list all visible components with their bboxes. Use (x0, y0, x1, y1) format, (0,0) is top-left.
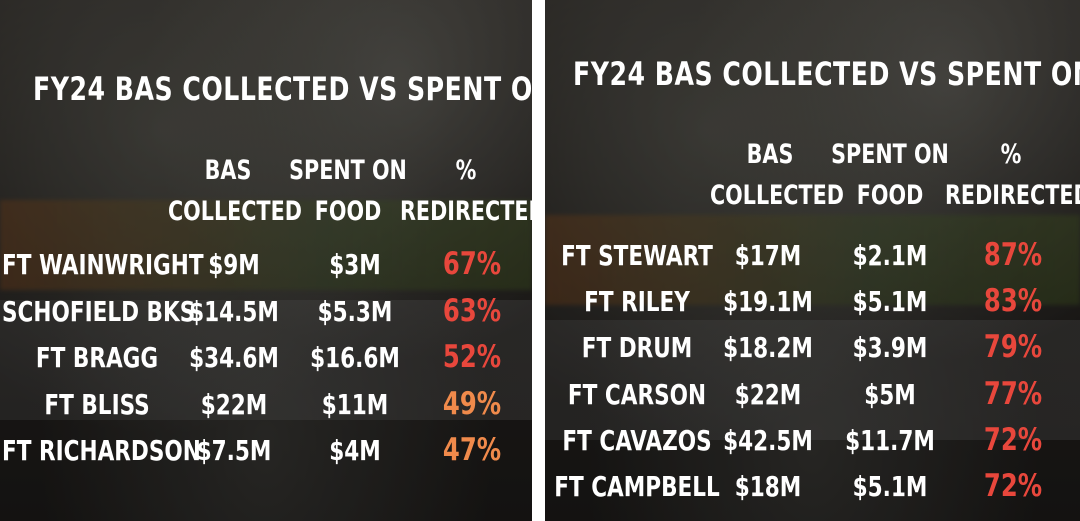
left-chart-panel: FY24 BAS COLLECTED VS SPENT ON FOOD BAS … (0, 0, 532, 521)
header-spent-on-food: SPENT ON FOOD (288, 150, 408, 233)
row-spent-on-food: $11M (321, 388, 389, 421)
row-location: FT STEWART (561, 239, 713, 273)
background-serving-counter (0, 300, 532, 420)
row-bas-collected: $18.2M (723, 332, 813, 365)
chart-title: FY24 BAS COLLECTED VS SPENT ON FOOD (573, 55, 1080, 93)
row-location: FT RICHARDSON (2, 434, 201, 468)
row-bas-collected: $9M (208, 248, 260, 282)
row-pct-redirected: 52% (442, 339, 502, 376)
row-location: FT CARSON (567, 378, 707, 411)
row-location: SCHOFIELD BKS (2, 295, 196, 328)
header-bas-collected: BAS COLLECTED (168, 150, 302, 233)
header-spent-on-food: SPENT ON FOOD (830, 134, 950, 217)
row-pct-redirected: 47% (442, 432, 502, 469)
header-pct-redirected: % REDIRECTED (400, 150, 532, 233)
row-pct-redirected: 49% (442, 386, 502, 422)
header-line: BAS (746, 139, 794, 170)
header-line: FOOD (314, 197, 382, 228)
row-bas-collected: $7.5M (196, 434, 272, 468)
row-pct-redirected: 87% (983, 237, 1043, 274)
row-spent-on-food: $5.3M (317, 295, 393, 328)
row-pct-redirected: 79% (983, 329, 1043, 366)
row-bas-collected: $34.6M (189, 341, 279, 375)
row-spent-on-food: $3M (329, 248, 381, 282)
background-food-tray (545, 215, 1080, 305)
row-spent-on-food: $4M (329, 434, 381, 468)
row-pct-redirected: 72% (983, 468, 1043, 505)
row-location: FT WAINWRIGHT (2, 248, 204, 282)
background-overlay (545, 0, 1080, 521)
header-line: COLLECTED (710, 181, 844, 212)
row-bas-collected: $14.5M (189, 295, 279, 328)
row-pct-redirected: 83% (983, 283, 1043, 320)
row-location: FT BLISS (44, 388, 150, 421)
row-bas-collected: $22M (200, 388, 268, 421)
background-food-tray (0, 200, 532, 290)
row-spent-on-food: $11.7M (845, 424, 935, 457)
row-spent-on-food: $5M (864, 378, 916, 411)
header-line: REDIRECTED (945, 181, 1080, 212)
header-line: % (455, 155, 477, 186)
row-spent-on-food: $16.6M (310, 341, 400, 375)
header-line: REDIRECTED (400, 197, 532, 228)
row-bas-collected: $18M (734, 470, 802, 504)
row-spent-on-food: $3.9M (852, 332, 928, 365)
row-pct-redirected: 77% (983, 376, 1043, 412)
row-spent-on-food: $5.1M (852, 286, 928, 319)
row-bas-collected: $19.1M (723, 286, 813, 319)
row-spent-on-food: $5.1M (852, 470, 928, 504)
row-location: FT BRAGG (35, 341, 159, 375)
chart-title: FY24 BAS COLLECTED VS SPENT ON FOOD (33, 70, 532, 108)
row-bas-collected: $17M (734, 239, 802, 273)
header-line: COLLECTED (168, 197, 302, 228)
row-pct-redirected: 63% (442, 293, 502, 329)
row-bas-collected: $42.5M (723, 424, 813, 457)
row-bas-collected: $22M (734, 378, 802, 411)
header-bas-collected: BAS COLLECTED (710, 134, 844, 217)
row-pct-redirected: 67% (442, 246, 502, 283)
row-pct-redirected: 72% (983, 422, 1043, 459)
header-pct-redirected: % REDIRECTED (945, 134, 1080, 217)
row-spent-on-food: $2.1M (852, 239, 928, 273)
header-line: FOOD (856, 181, 924, 212)
header-line: SPENT ON (289, 155, 407, 186)
right-chart-panel: FY24 BAS COLLECTED VS SPENT ON FOOD BAS … (545, 0, 1080, 521)
row-location: FT DRUM (581, 332, 693, 365)
row-location: FT CAVAZOS (562, 424, 712, 457)
background-overlay (0, 0, 532, 521)
header-line: % (1000, 139, 1022, 170)
header-line: BAS (204, 155, 252, 186)
row-location: FT RILEY (584, 286, 690, 319)
row-location: FT CAMPBELL (554, 470, 720, 504)
background-serving-counter (545, 320, 1080, 440)
header-line: SPENT ON (831, 139, 949, 170)
